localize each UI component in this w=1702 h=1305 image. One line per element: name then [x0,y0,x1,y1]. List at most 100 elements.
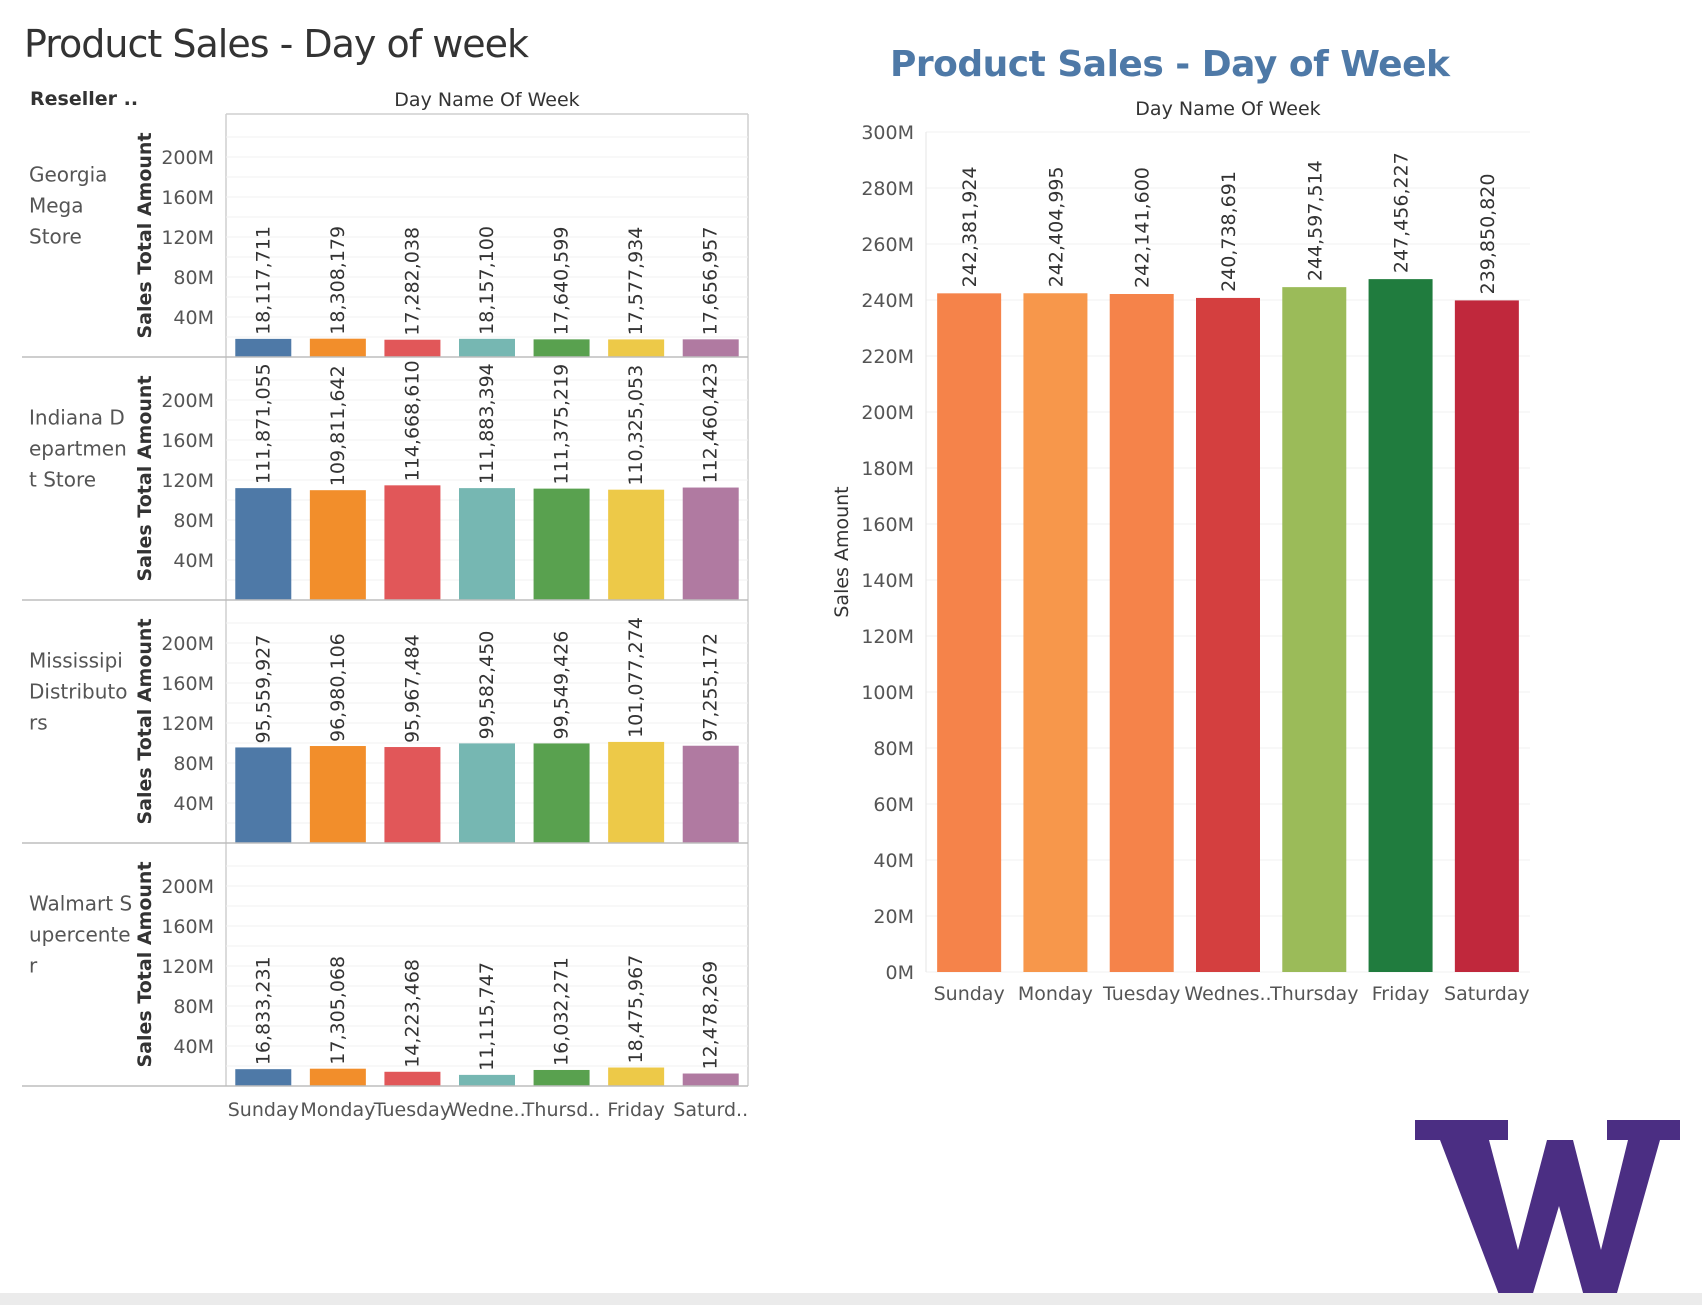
left-chart-title: Product Sales - Day of week [24,22,529,66]
bar [682,745,739,843]
y-tick-label: 80M [873,738,914,760]
data-label: 244,597,514 [1304,160,1326,281]
data-label: 240,738,691 [1218,171,1240,292]
row-label: Mississipi [29,649,123,673]
data-label: 111,375,219 [551,364,573,485]
data-label: 16,032,271 [551,957,573,1066]
row-label: Mega [29,194,84,218]
x-tick-label: Tuesday [373,1099,451,1121]
right-chart: Day Name Of Week 0M 20M 40M 60M 80M 100M 120M 14… [831,98,1530,1005]
bar [608,339,665,357]
y-tick-label: 200M [161,876,214,898]
y-tick-label: 180M [861,458,914,480]
bar [682,1073,739,1086]
bar [384,339,441,357]
data-label: 110,325,053 [625,365,647,486]
right-chart-title: Product Sales - Day of Week [890,44,1450,85]
data-label: 242,381,924 [959,166,981,287]
y-tick-label: 40M [173,793,214,815]
y-tick-label: 40M [173,307,214,329]
y-tick-label: 280M [861,178,914,200]
x-tick-label: Thursday [1269,983,1358,1005]
x-tick-label: Wedne.. [448,1099,525,1121]
bar [384,1071,441,1086]
y-tick-label: 160M [861,514,914,536]
bar [608,1067,665,1086]
data-label: 109,811,642 [327,365,349,486]
data-label: 17,305,068 [327,956,349,1065]
bar [309,490,366,600]
x-tick-label: Wednes.. [1184,983,1271,1005]
data-label: 97,255,172 [700,633,722,742]
x-tick-label: Friday [1372,983,1430,1005]
y-tick-label: 40M [173,1036,214,1058]
bar [682,339,739,357]
bar [384,485,441,600]
y-tick-label: 160M [161,673,214,695]
bar [1282,287,1347,972]
bar [459,488,515,600]
bar [235,1069,292,1086]
y-tick-label: 200M [161,633,214,655]
data-label: 99,549,426 [551,631,573,740]
data-label: 112,460,423 [700,363,722,484]
y-tick-label: 120M [161,713,214,735]
data-label: 14,223,468 [401,959,423,1068]
data-label: 95,967,484 [401,634,423,743]
bar [309,746,366,843]
y-tick-label: 120M [861,626,914,648]
data-label: 114,668,610 [401,360,423,481]
data-label: 239,850,820 [1477,174,1499,295]
y-tick-label: 40M [873,850,914,872]
bottom-strip [0,1293,1702,1305]
bar [459,743,515,843]
bar [533,743,590,843]
y-axis-title: Sales Total Amount [134,618,156,824]
data-label: 247,456,227 [1391,152,1413,273]
bar [309,338,366,357]
y-tick-label: 240M [861,290,914,312]
y-tick-label: 160M [161,187,214,209]
data-label: 16,833,231 [252,956,274,1065]
data-label: 96,980,106 [327,633,349,742]
y-tick-label: 200M [161,147,214,169]
y-axis-title: Sales Total Amount [134,861,156,1067]
bar [1454,300,1519,972]
data-label: 17,282,038 [401,227,423,336]
y-tick-label: 60M [873,794,914,816]
bar [533,488,590,600]
x-tick-label: Sunday [228,1099,299,1121]
x-tick-label: Friday [607,1099,665,1121]
row-label: upercente [29,923,131,947]
bar [1368,279,1433,972]
uw-w-logo-icon [1415,1120,1680,1300]
y-tick-label: 220M [861,346,914,368]
y-tick-label: 300M [861,122,914,144]
bar [235,338,292,357]
data-label: 101,077,274 [625,617,647,738]
bar [384,747,441,843]
y-tick-label: 200M [161,390,214,412]
y-tick-label: 120M [161,470,214,492]
y-tick-label: 40M [173,550,214,572]
row-label: Distributo [29,680,127,704]
bar [608,489,665,600]
bar [1023,293,1088,972]
y-tick-label: 80M [173,267,214,289]
bar [533,339,590,357]
row-label: Georgia [29,163,107,187]
data-label: 111,883,394 [476,363,498,484]
x-tick-label: Sunday [934,983,1005,1005]
row-label: Walmart S [29,892,132,916]
left-chart: Reseller .. Day Name Of Week 40M 80M 120M 160… [22,88,749,1121]
y-tick-label: 80M [173,996,214,1018]
column-header-label: Day Name Of Week [394,89,579,111]
row-label: epartmen [29,437,127,461]
row-label: t Store [29,468,96,492]
x-tick-label: Thursd.. [522,1099,601,1121]
x-tick-label: Saturday [1444,983,1530,1005]
y-tick-label: 80M [173,510,214,532]
